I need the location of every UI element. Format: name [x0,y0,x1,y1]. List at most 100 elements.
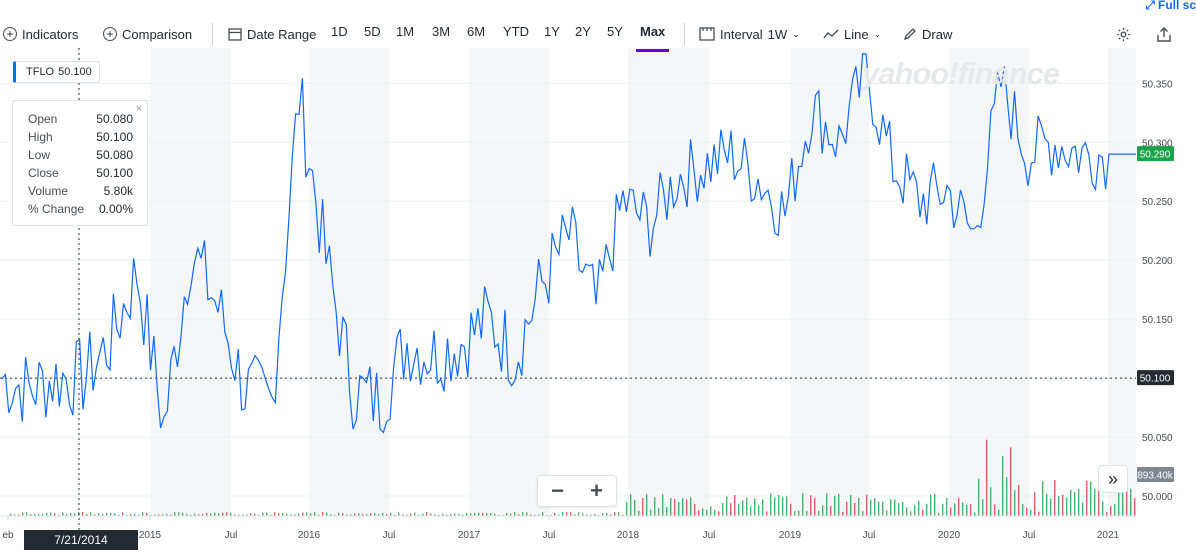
zoom-out-button[interactable]: − [551,478,564,503]
volume-bar [926,503,928,516]
volume-bar [482,512,484,516]
x-tick-label: eb [2,530,14,541]
zoom-in-button[interactable]: + [590,478,603,503]
volume-bar [686,499,688,516]
x-tick-label: Jul [383,530,396,541]
volume-bar [998,509,1000,516]
volume-bar [606,512,608,516]
ohlc-value: 50.100 [96,130,133,144]
volume-bar [410,513,412,516]
plus-circle-icon: + [103,27,117,41]
volume-bar [546,514,548,516]
indicators-button[interactable]: + Indicators [3,24,78,44]
interval-value: 1W [767,26,788,42]
background-band [469,48,549,516]
ohlc-label: Open [28,112,58,126]
volume-bar [94,514,96,516]
x-tick-label: Jul [703,530,716,541]
ohlc-row-high: High 50.100 [28,128,133,146]
volume-bar [402,514,404,516]
y-tick-label: 50.150 [1142,315,1173,326]
volume-bar [330,514,332,516]
volume-bar [286,513,288,516]
volume-bar [462,514,464,516]
volume-bar [246,514,248,516]
volume-bar [950,507,952,516]
x-tick-label: 2016 [298,530,321,541]
volume-bar [590,514,592,516]
volume-bar [858,497,860,516]
volume-bar [710,506,712,516]
volume-bar [50,512,52,516]
volume-bar [258,514,260,516]
range-3m[interactable]: 3M [432,24,451,39]
background-band [949,48,1029,516]
volume-bar [106,512,108,516]
range-ytd[interactable]: YTD [503,24,529,39]
last-price-badge: 50.290 [1140,150,1171,161]
volume-bar [1014,490,1016,516]
comparison-button[interactable]: + Comparison [103,24,192,44]
fullscreen-label: Full sc [1157,0,1196,12]
range-5d[interactable]: 5D [364,24,381,39]
close-icon[interactable]: × [135,103,142,115]
volume-bar [274,512,276,516]
volume-bar [626,501,628,516]
volume-bar [1026,507,1028,516]
volume-bar [654,497,656,516]
ticker-badge[interactable]: TFLO 50.100 [13,61,100,83]
range-6m[interactable]: 6M [467,24,486,39]
volume-bar [186,513,188,516]
volume-bar [798,510,800,516]
interval-button[interactable]: Interval 1W ⌄ [699,24,800,44]
volume-bar [342,513,344,516]
draw-button[interactable]: Draw [903,24,952,44]
chart-type-button[interactable]: Line ⌄ [823,24,881,44]
date-range-button[interactable]: Date Range [228,24,316,44]
range-1d[interactable]: 1D [331,24,348,39]
volume-bar [450,514,452,516]
volume-bar [758,505,760,516]
volume-bar [898,503,900,516]
range-5y[interactable]: 5Y [607,24,623,39]
volume-bar [578,512,580,516]
volume-bar [1034,492,1036,516]
share-button[interactable] [1157,24,1171,44]
volume-bar [1058,495,1060,516]
volume-bar [502,514,504,516]
volume-bar [222,512,224,516]
range-1y[interactable]: 1Y [544,24,560,39]
settings-button[interactable] [1116,24,1131,44]
volume-bar [766,511,768,516]
range-max[interactable]: Max [635,24,670,52]
volume-bar [130,514,132,516]
volume-bar [390,512,392,516]
axis-badges: 50.290 50.100 893.40k [1137,146,1174,482]
volume-bar [522,512,524,516]
volume-bar [46,512,48,516]
y-tick-label: 50.000 [1142,492,1173,503]
range-2y[interactable]: 2Y [575,24,591,39]
volume-bar [866,494,868,516]
volume-bar [810,495,812,516]
last-price-badge-bg [1137,146,1174,162]
volume-bar [1098,488,1100,516]
volume-bar [366,514,368,516]
range-1m[interactable]: 1M [396,24,415,39]
volume-bar [622,514,624,516]
volume-bar [1046,493,1048,516]
scroll-to-latest-button[interactable]: » [1098,465,1128,493]
crosshair-price-badge: 50.100 [1140,374,1171,385]
volume-bar [714,509,716,516]
x-tick-label: 2015 [139,530,162,541]
volume-bar [986,439,988,516]
x-tick-label: 2021 [1097,530,1120,541]
volume-bar [42,514,44,516]
volume-bar [526,512,528,516]
fullscreen-button[interactable]: ⤢ Full sc [1145,0,1196,13]
volume-bar [22,512,24,516]
volume-bar [874,498,876,516]
volume-bar [1018,484,1020,516]
volume-bar [694,503,696,516]
